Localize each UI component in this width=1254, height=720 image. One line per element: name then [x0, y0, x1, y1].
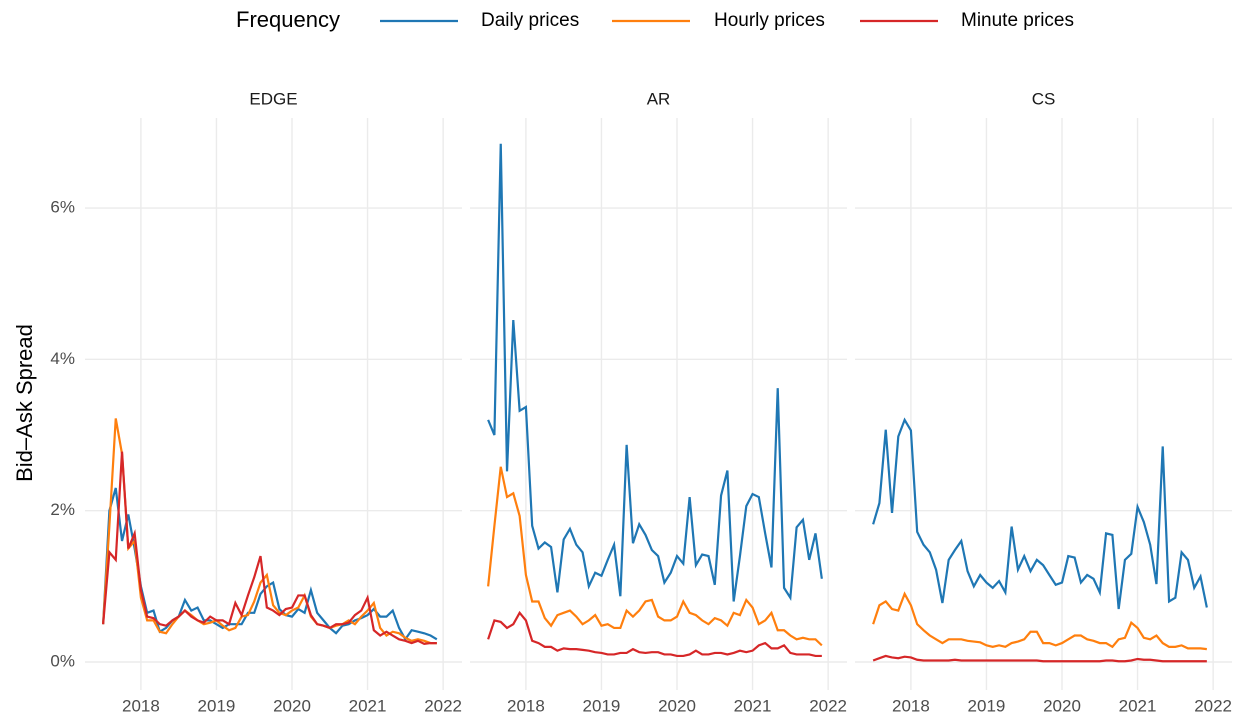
series-line — [487, 610, 822, 658]
facet-title: EDGE — [249, 89, 297, 108]
legend-label: Hourly prices — [714, 10, 825, 31]
series-line — [872, 654, 1207, 663]
series-line — [487, 143, 823, 602]
series-line — [102, 451, 437, 645]
x-tick-label: 2021 — [349, 696, 387, 715]
series-line — [487, 466, 823, 647]
x-tick-label: 2020 — [658, 696, 696, 715]
x-tick-label: 2021 — [1119, 696, 1157, 715]
y-axis-label: Bid–Ask Spread — [12, 324, 37, 482]
x-tick-label: 2019 — [968, 696, 1006, 715]
x-tick-label: 2018 — [507, 696, 545, 715]
x-tick-label: 2020 — [1043, 696, 1081, 715]
x-tick-label: 2022 — [1194, 696, 1232, 715]
x-tick-label: 2020 — [273, 696, 311, 715]
series-line — [872, 417, 1208, 610]
x-tick-label: 2021 — [734, 696, 772, 715]
series-line — [872, 591, 1207, 651]
x-tick-label: 2019 — [583, 696, 621, 715]
facet-title: CS — [1032, 89, 1056, 108]
legend-label: Minute prices — [961, 10, 1074, 31]
x-tick-label: 2018 — [122, 696, 160, 715]
x-tick-label: 2018 — [892, 696, 930, 715]
y-tick-label: 4% — [50, 349, 75, 368]
y-tick-label: 2% — [50, 500, 75, 519]
x-tick-label: 2019 — [198, 696, 236, 715]
x-tick-label: 2022 — [809, 696, 847, 715]
legend-title: Frequency — [236, 7, 340, 32]
series-line — [102, 418, 437, 645]
facet-title: AR — [647, 89, 671, 108]
y-tick-label: 6% — [50, 198, 75, 217]
y-tick-label: 0% — [50, 651, 75, 670]
x-tick-label: 2022 — [424, 696, 462, 715]
legend-label: Daily prices — [481, 10, 579, 31]
